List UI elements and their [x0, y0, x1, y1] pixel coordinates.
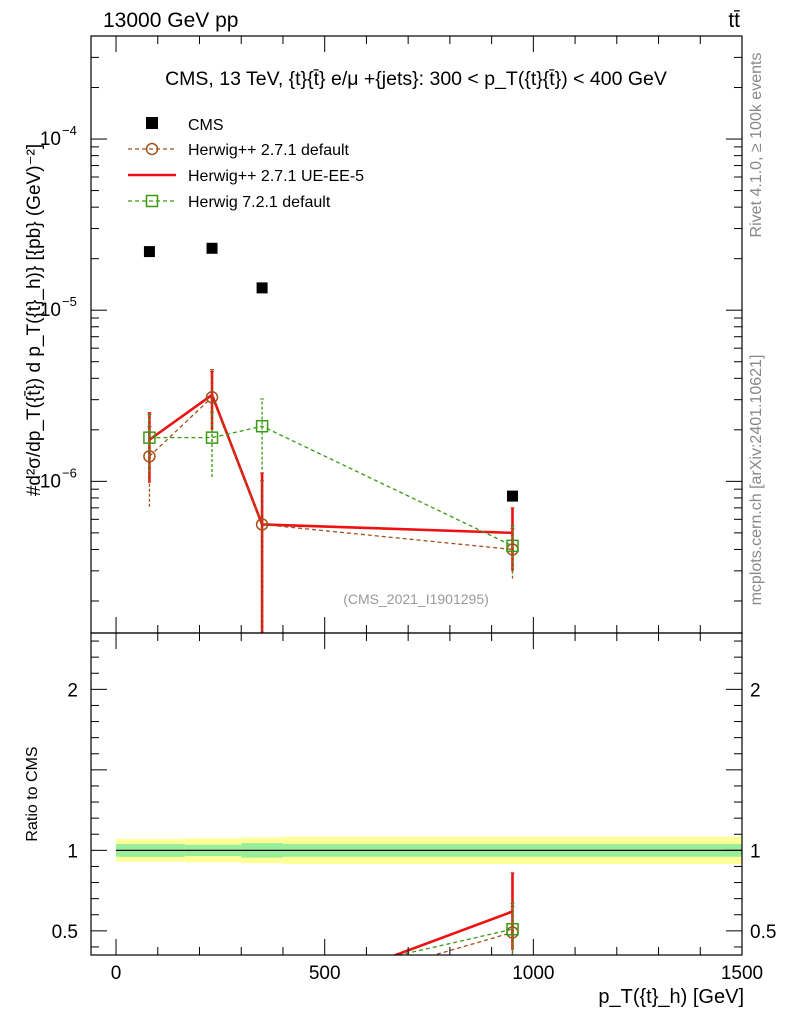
main-title: CMS, 13 TeV, {t}{t̄} e/μ +{jets}: 300 < …	[165, 68, 667, 90]
ratio-marker-herwig-default	[257, 999, 268, 1010]
x-tick-label: 1000	[512, 963, 554, 984]
watermark: (CMS_2021_I1901295)	[343, 591, 489, 607]
ratio-frame	[90, 632, 743, 956]
main-marker-herwig7	[143, 431, 156, 444]
legend-cms-label: CMS	[188, 117, 224, 134]
main-marker-herwig-default	[255, 518, 269, 531]
main-marker-cms	[206, 242, 218, 254]
main-marker-herwig-default	[205, 391, 219, 404]
rivet-label: Rivet 4.1.0, ≥ 100k events	[748, 53, 765, 238]
main-line-herwig_default	[148, 396, 513, 551]
y-tick-exp-main: −5	[62, 294, 77, 309]
y-tick-label-ratio: 2	[67, 680, 78, 701]
main-marker-herwig7	[205, 431, 219, 444]
x-tick-label: 500	[309, 963, 341, 984]
y-tick-label-main: 10	[40, 300, 61, 321]
legend-cms-marker	[146, 117, 158, 129]
legend-herwig-ueee5-label: Herwig++ 2.7.1 UE-EE-5	[188, 168, 364, 185]
header-right: tt̄	[728, 9, 740, 32]
legend-herwig-default-label: Herwig++ 2.7.1 default	[188, 142, 350, 159]
y-tick-label-main: 10	[40, 129, 61, 150]
y-tick-exp-main: −6	[62, 465, 77, 480]
y-tick-exp-main: −4	[62, 123, 77, 138]
legend: CMS Herwig++ 2.7.1 default Herwig++ 2.7.…	[128, 117, 364, 211]
legend-herwig7-label: Herwig 7.2.1 default	[188, 194, 331, 211]
y-tick-label-ratio: 0.5	[52, 922, 78, 943]
ratio-marker-herwig7	[257, 981, 268, 992]
y-tick-label-ratio-right: 0.5	[750, 922, 776, 943]
ratio-line-herwig7	[396, 928, 513, 955]
ratio-plot-area	[116, 836, 742, 1010]
ratio-line-herwig_default	[432, 931, 513, 955]
y-tick-label-ratio: 1	[67, 841, 78, 862]
x-tick-label: 1500	[721, 963, 763, 984]
ratio-marker-herwig7	[506, 922, 519, 936]
header-left: 13000 GeV pp	[103, 9, 238, 32]
main-plot-area	[143, 242, 519, 633]
main-marker-cms	[256, 282, 268, 294]
legend-herwig-default-marker	[145, 142, 159, 156]
y-tick-label-ratio-right: 2	[750, 680, 761, 701]
ratio-ylabel: Ratio to CMS	[24, 746, 41, 841]
legend-herwig7-marker	[145, 194, 159, 208]
main-marker-herwig7	[506, 539, 519, 553]
y-tick-label-main: 10	[40, 471, 61, 492]
main-ylabel: #d²σ/dp_T({t̄}) d p_T({t}_h)} [{pb} (GeV…	[24, 144, 45, 496]
ratio-line-herwig_ueee5	[391, 910, 513, 955]
main-line-herwig_ueee5	[148, 392, 513, 535]
main-marker-herwig7	[255, 419, 269, 433]
main-marker-cms	[506, 490, 518, 502]
main-line-herwig7	[149, 425, 513, 547]
x-tick-label: 0	[111, 963, 122, 984]
y-tick-label-ratio-right: 1	[750, 841, 761, 862]
x-axis-label: p_T({t}_h) [GeV]	[598, 986, 744, 1008]
main-marker-cms	[143, 246, 155, 258]
mcplots-label: mcplots.cern.ch [arXiv:2401.10621]	[748, 355, 765, 606]
